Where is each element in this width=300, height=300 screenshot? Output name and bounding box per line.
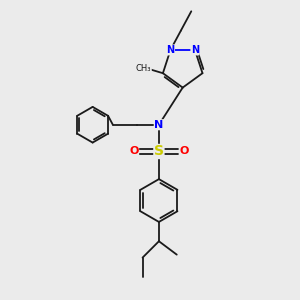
- Text: O: O: [179, 146, 189, 157]
- Text: N: N: [191, 45, 199, 55]
- Text: N: N: [167, 45, 175, 55]
- Text: S: S: [154, 145, 164, 158]
- Text: CH₃: CH₃: [136, 64, 151, 73]
- Text: N: N: [154, 120, 164, 130]
- Text: O: O: [129, 146, 139, 157]
